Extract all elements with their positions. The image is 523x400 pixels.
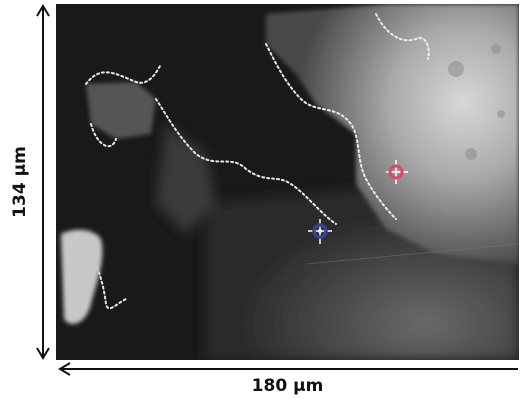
vertical-scale-label: 134 µm bbox=[10, 146, 31, 218]
horizontal-scale-arrow bbox=[58, 362, 518, 376]
blue-marker bbox=[308, 219, 332, 244]
vertical-scale-label-container: 134 µm bbox=[0, 4, 40, 360]
horizontal-scale-label: 180 µm bbox=[251, 376, 324, 396]
red-marker bbox=[386, 160, 408, 184]
microscopy-image-drawing bbox=[56, 4, 519, 360]
microscopy-image bbox=[56, 4, 519, 360]
